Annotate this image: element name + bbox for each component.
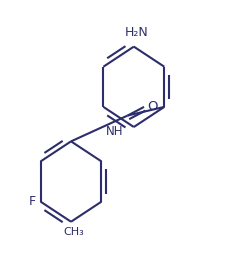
Text: NH: NH <box>106 125 123 138</box>
Text: O: O <box>147 100 158 113</box>
Text: F: F <box>28 195 35 208</box>
Text: H₂N: H₂N <box>125 26 148 39</box>
Text: CH₃: CH₃ <box>63 228 84 237</box>
